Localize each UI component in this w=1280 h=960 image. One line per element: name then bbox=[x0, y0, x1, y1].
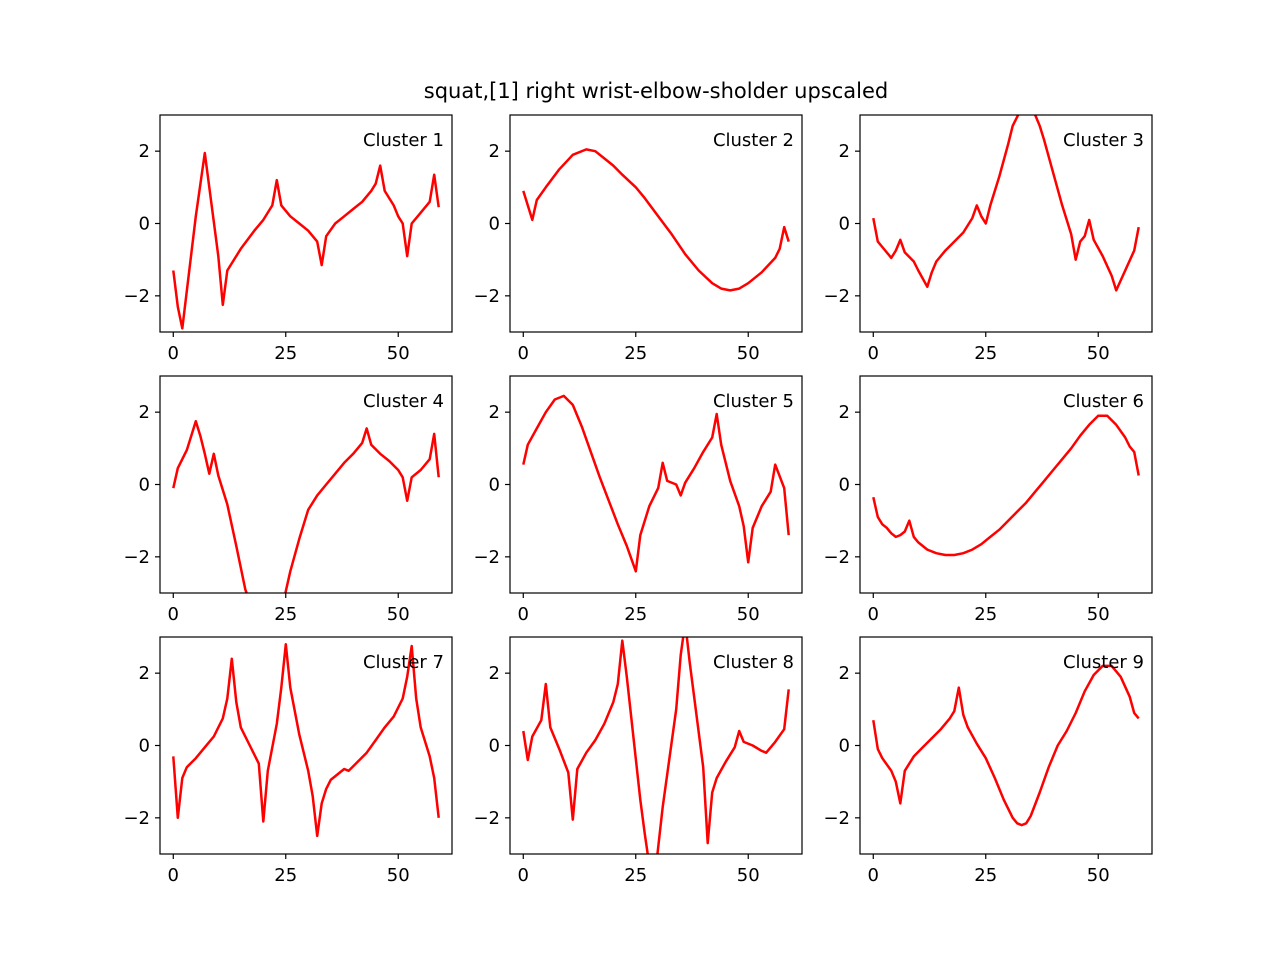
x-tick-label: 25 bbox=[974, 604, 997, 625]
y-tick-label: 2 bbox=[139, 663, 150, 684]
series-line bbox=[522, 637, 790, 854]
y-tick-label: 2 bbox=[489, 141, 500, 162]
x-tick-label: 25 bbox=[274, 343, 297, 364]
x-tick-label: 50 bbox=[1087, 865, 1110, 886]
y-tick-label: 0 bbox=[139, 736, 150, 757]
x-tick-label: 0 bbox=[168, 343, 179, 364]
cluster-label: Cluster 4 bbox=[363, 391, 444, 412]
y-tick-label: 0 bbox=[489, 475, 500, 496]
cluster-label: Cluster 6 bbox=[1063, 391, 1144, 412]
x-tick-label: 0 bbox=[518, 604, 529, 625]
series-line bbox=[872, 115, 1140, 292]
subplot-1: 0 25 50 −2 0 2 Cluster 1 bbox=[123, 114, 453, 364]
x-tick-label: 25 bbox=[624, 343, 647, 364]
axes-frame bbox=[509, 375, 803, 594]
x-tick-label: 50 bbox=[387, 865, 410, 886]
y-tick-label: 2 bbox=[139, 402, 150, 423]
y-tick-label: −2 bbox=[823, 547, 850, 568]
y-tick-label: 0 bbox=[839, 736, 850, 757]
axes-frame bbox=[159, 114, 453, 333]
axes-frame bbox=[509, 114, 803, 333]
subplot-3: 0 25 50 −2 0 2 Cluster 3 bbox=[823, 114, 1153, 364]
y-tick-label: −2 bbox=[123, 808, 150, 829]
axes-frame bbox=[859, 114, 1153, 333]
series-line bbox=[172, 642, 440, 838]
x-tick-label: 0 bbox=[168, 604, 179, 625]
cluster-label: Cluster 7 bbox=[363, 652, 444, 673]
y-tick-label: −2 bbox=[123, 286, 150, 307]
y-tick-label: −2 bbox=[823, 808, 850, 829]
x-tick-label: 25 bbox=[624, 604, 647, 625]
series-line bbox=[172, 151, 440, 330]
y-tick-label: 0 bbox=[489, 214, 500, 235]
y-tick-label: −2 bbox=[473, 547, 500, 568]
x-tick-label: 0 bbox=[868, 343, 879, 364]
cluster-label: Cluster 3 bbox=[1063, 130, 1144, 151]
subplot-9: 0 25 50 −2 0 2 Cluster 9 bbox=[823, 636, 1153, 886]
x-tick-label: 50 bbox=[737, 604, 760, 625]
subplot-2: 0 25 50 −2 0 2 Cluster 2 bbox=[473, 114, 803, 364]
y-tick-label: 2 bbox=[489, 402, 500, 423]
cluster-label: Cluster 8 bbox=[713, 652, 794, 673]
series-line bbox=[872, 414, 1140, 557]
figure-title: squat,[1] right wrist-elbow-sholder upsc… bbox=[424, 79, 888, 103]
subplot-4: 0 25 50 −2 0 2 Cluster 4 bbox=[123, 375, 453, 625]
subplot-8: 0 25 50 −2 0 2 Cluster 8 bbox=[473, 636, 803, 886]
y-tick-label: 2 bbox=[139, 141, 150, 162]
series-line bbox=[872, 664, 1140, 827]
x-tick-label: 50 bbox=[387, 343, 410, 364]
series-line bbox=[522, 148, 790, 292]
x-tick-label: 50 bbox=[737, 865, 760, 886]
x-tick-label: 0 bbox=[518, 343, 529, 364]
y-tick-label: 2 bbox=[839, 663, 850, 684]
y-tick-label: 0 bbox=[139, 475, 150, 496]
y-tick-label: 0 bbox=[839, 214, 850, 235]
axes-frame bbox=[159, 636, 453, 855]
y-tick-label: 2 bbox=[489, 663, 500, 684]
x-tick-label: 25 bbox=[974, 865, 997, 886]
x-tick-label: 0 bbox=[868, 604, 879, 625]
x-tick-label: 50 bbox=[387, 604, 410, 625]
axes-frame bbox=[859, 375, 1153, 594]
y-tick-label: −2 bbox=[473, 286, 500, 307]
axes-frame bbox=[509, 636, 803, 855]
y-tick-label: 0 bbox=[139, 214, 150, 235]
y-tick-label: −2 bbox=[823, 286, 850, 307]
x-tick-label: 50 bbox=[737, 343, 760, 364]
x-tick-label: 25 bbox=[974, 343, 997, 364]
x-tick-label: 25 bbox=[274, 604, 297, 625]
axes-frame bbox=[859, 636, 1153, 855]
subplot-6: 0 25 50 −2 0 2 Cluster 6 bbox=[823, 375, 1153, 625]
y-tick-label: 0 bbox=[489, 736, 500, 757]
y-tick-label: −2 bbox=[473, 808, 500, 829]
x-tick-label: 50 bbox=[1087, 343, 1110, 364]
x-tick-label: 0 bbox=[518, 865, 529, 886]
series-line bbox=[172, 419, 440, 593]
subplot-7: 0 25 50 −2 0 2 Cluster 7 bbox=[123, 636, 453, 886]
cluster-label: Cluster 2 bbox=[713, 130, 794, 151]
series-line bbox=[522, 394, 790, 573]
x-tick-label: 0 bbox=[168, 865, 179, 886]
y-tick-label: 2 bbox=[839, 402, 850, 423]
x-tick-label: 25 bbox=[624, 865, 647, 886]
x-tick-label: 0 bbox=[868, 865, 879, 886]
y-tick-label: 2 bbox=[839, 141, 850, 162]
x-tick-label: 50 bbox=[1087, 604, 1110, 625]
subplot-5: 0 25 50 −2 0 2 Cluster 5 bbox=[473, 375, 803, 625]
cluster-label: Cluster 9 bbox=[1063, 652, 1144, 673]
y-tick-label: −2 bbox=[123, 547, 150, 568]
y-tick-label: 0 bbox=[839, 475, 850, 496]
subplot-grid: 0 25 50 −2 0 2 Cluster 1 0 25 50 −2 0 2 Cluster 2 0 25 5… bbox=[123, 114, 1153, 886]
cluster-label: Cluster 5 bbox=[713, 391, 794, 412]
cluster-label: Cluster 1 bbox=[363, 130, 444, 151]
axes-frame bbox=[159, 375, 453, 594]
x-tick-label: 25 bbox=[274, 865, 297, 886]
